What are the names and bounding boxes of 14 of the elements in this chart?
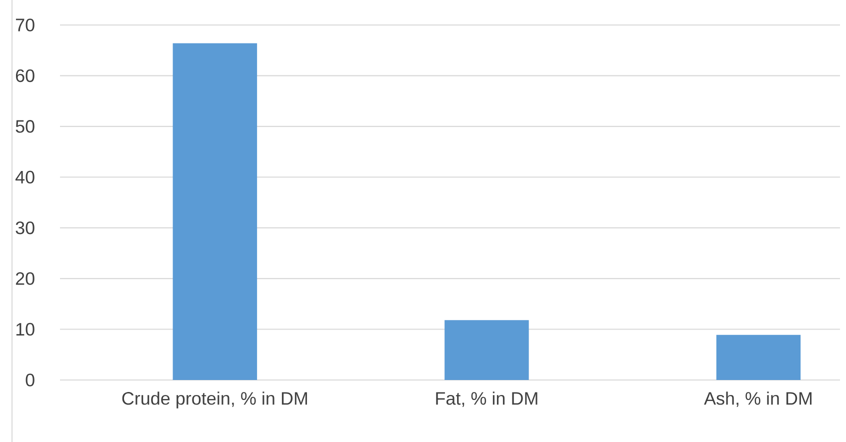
- bar: [444, 320, 529, 380]
- x-tick-label: Fat, % in DM: [436, 392, 538, 407]
- bar: [716, 334, 801, 380]
- y-tick-label: 60: [16, 69, 34, 82]
- y-tick-label: 10: [16, 322, 34, 336]
- y-tick-label: 30: [16, 221, 34, 234]
- y-tick-label: 70: [16, 18, 34, 32]
- bar: [172, 43, 258, 380]
- x-tick-label: Crude protein, % in DM: [122, 392, 307, 408]
- y-tick-label: 0: [26, 374, 34, 386]
- y-tick-label: 40: [15, 170, 34, 184]
- y-tick-label: 50: [16, 120, 34, 133]
- y-tick-label: 20: [16, 272, 34, 285]
- x-tick-label: Ash, % in DM: [704, 392, 812, 407]
